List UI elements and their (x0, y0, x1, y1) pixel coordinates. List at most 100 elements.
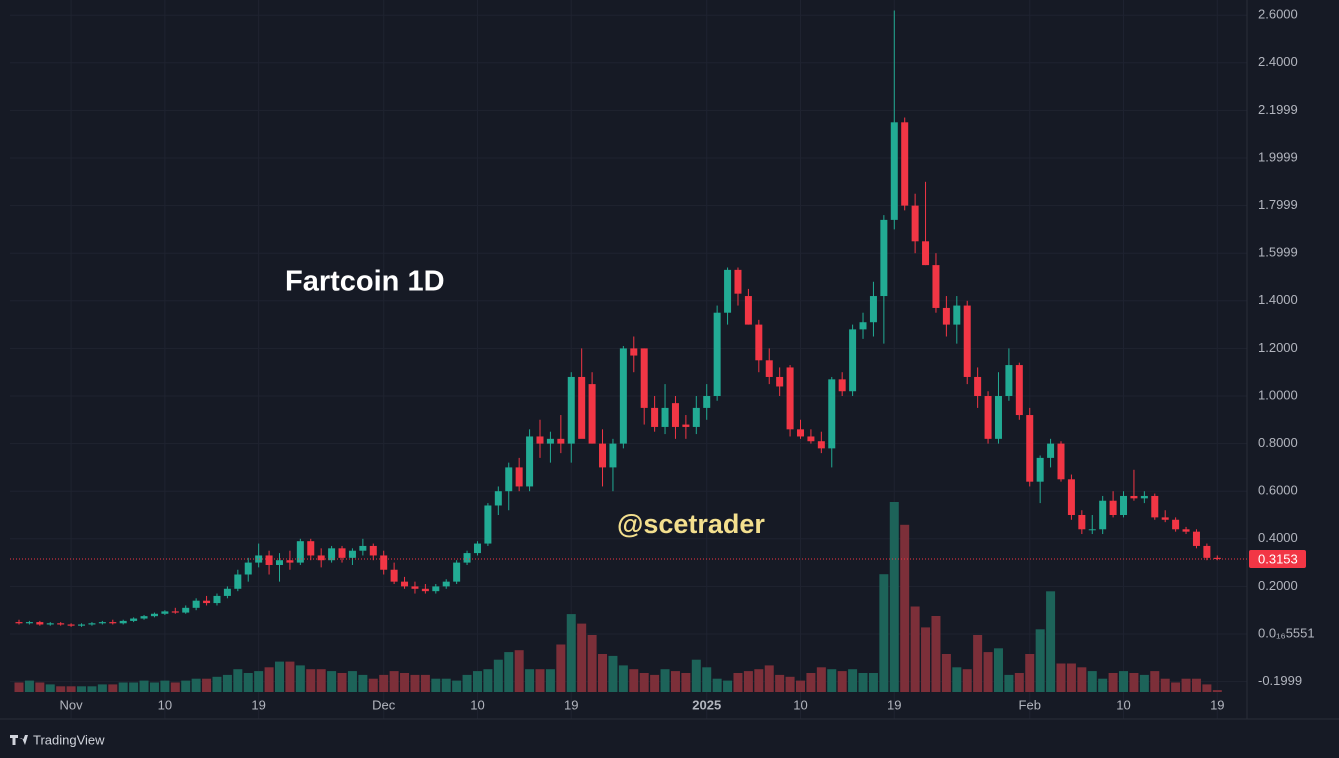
candle-body (1203, 545, 1211, 558)
x-tick-label: Dec (372, 697, 396, 712)
volume-bar (952, 667, 962, 692)
candle-body (1088, 529, 1096, 531)
volume-bar (514, 650, 524, 692)
volume-bar (827, 669, 837, 692)
candle-body (786, 367, 794, 430)
volume-bar (587, 635, 597, 692)
candle-body (328, 548, 336, 561)
volume-bar (1191, 678, 1201, 692)
candle-body (1151, 495, 1159, 518)
candle-body (536, 436, 544, 444)
candle-body (703, 396, 711, 408)
volume-bar (504, 652, 514, 692)
y-tick-label: 1.9999 (1258, 149, 1298, 164)
volume-bar (410, 674, 420, 692)
x-tick-label: 19 (887, 697, 901, 712)
volume-bar (691, 659, 701, 692)
y-tick-label: 1.7999 (1258, 197, 1298, 212)
x-tick-label: 19 (564, 697, 578, 712)
volume-bar (66, 686, 76, 692)
candle-body (150, 613, 158, 617)
candle-body (849, 329, 857, 392)
volume-bar (191, 678, 201, 692)
volume-bar (285, 661, 295, 692)
volume-bar (1202, 684, 1212, 692)
volume-bar (368, 678, 378, 692)
volume-bar (212, 676, 222, 692)
candle-body (515, 467, 523, 487)
volume-bar (806, 673, 816, 692)
volume-bar (712, 678, 722, 692)
volume-bar (45, 684, 55, 692)
logo-icon (10, 735, 28, 745)
volume-bar (910, 606, 920, 692)
candle-body (286, 560, 294, 563)
candle-body (682, 424, 690, 427)
candle-body (880, 219, 888, 297)
candle-body (578, 376, 586, 439)
x-tick-label: 10 (793, 697, 807, 712)
volume-bar (1119, 671, 1129, 692)
volume-bar (1087, 671, 1097, 692)
x-tick-label: 2025 (692, 697, 721, 712)
candle-body (1005, 365, 1013, 397)
volume-bar (629, 669, 639, 692)
y-tick-label: 1.2000 (1258, 340, 1298, 355)
volume-bar (160, 680, 170, 692)
y-tick-label: 2.1999 (1258, 102, 1298, 117)
candle-body (234, 574, 242, 589)
volume-bar (858, 673, 868, 692)
candle-body (692, 407, 700, 427)
candle-body (25, 622, 33, 624)
last-price-label: 0.3153 (1258, 551, 1298, 566)
x-tick-label: 19 (251, 697, 265, 712)
candle-body (494, 491, 502, 506)
volume-bar (472, 671, 482, 692)
candle-body (369, 545, 377, 556)
x-tick-label: 10 (1116, 697, 1130, 712)
volume-bar (337, 673, 347, 692)
candle-body (1161, 517, 1169, 520)
volume-bar (243, 673, 253, 692)
volume-bar (796, 680, 805, 692)
volume-bar (295, 665, 305, 692)
candle-body (88, 623, 96, 625)
volume-bar (35, 682, 45, 692)
x-tick-label: 10 (158, 697, 172, 712)
volume-bar (743, 671, 753, 692)
candle-body (901, 122, 909, 206)
volume-bar (56, 686, 66, 692)
volume-bar (1171, 682, 1181, 692)
candle-body (140, 616, 148, 619)
candle-body (1015, 365, 1023, 416)
volume-bar (181, 680, 191, 692)
candle-body (942, 307, 950, 325)
volume-bar (983, 652, 993, 692)
y-tick-label: 0.6000 (1258, 483, 1298, 498)
candle-body (859, 322, 867, 330)
volume-bar (389, 671, 399, 692)
candle-body (359, 545, 367, 551)
volume-bar (170, 682, 180, 692)
volume-bar (327, 671, 337, 692)
candle-body (442, 581, 450, 587)
y-tick-label: 0.2000 (1258, 578, 1298, 593)
candle-body (869, 296, 877, 323)
volume-bar (660, 669, 670, 692)
candle-body (1036, 457, 1044, 482)
candle-body (338, 548, 346, 558)
candle-body (828, 379, 836, 449)
volume-bar (149, 682, 159, 692)
y-tick-label: 0.4000 (1258, 530, 1298, 545)
volume-bar (1212, 690, 1222, 692)
volume-bar (275, 661, 284, 692)
volume-bar (1139, 674, 1149, 692)
candle-body (724, 269, 732, 313)
volume-bar (1098, 678, 1108, 692)
y-tick-label: 2.4000 (1258, 54, 1298, 69)
volume-bar (1035, 629, 1045, 692)
candle-body (182, 607, 190, 613)
volume-bar (973, 635, 983, 692)
volume-bar (931, 616, 941, 692)
